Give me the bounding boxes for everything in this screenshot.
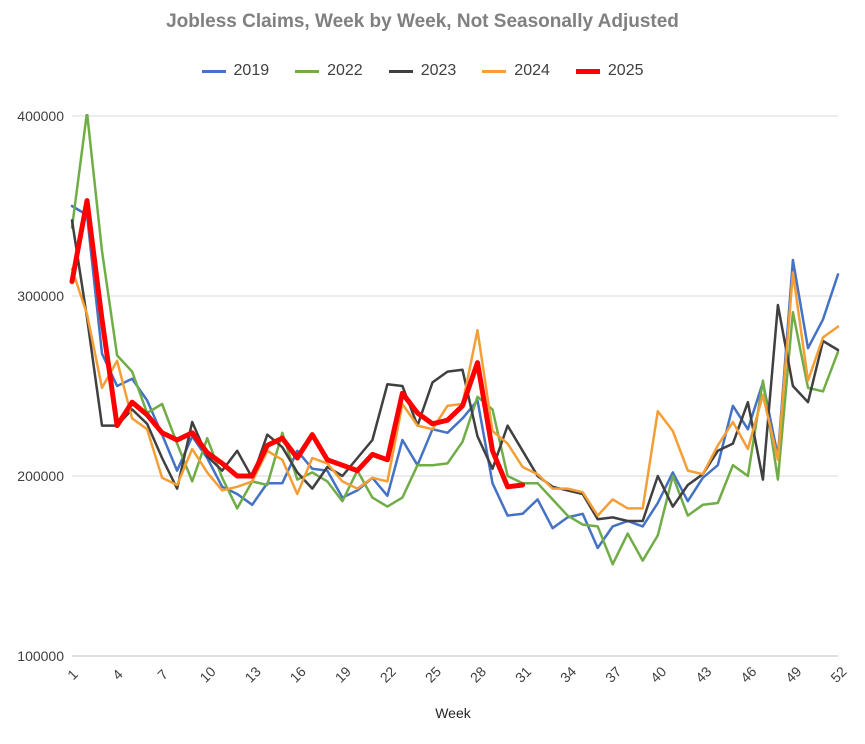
x-tick-label: 22 [377, 663, 399, 685]
x-tick-label: 37 [602, 663, 624, 685]
chart-title: Jobless Claims, Week by Week, Not Season… [166, 11, 679, 32]
x-tick-label: 1 [64, 666, 81, 683]
x-tick-label: 31 [512, 663, 534, 685]
legend-swatch [575, 68, 600, 74]
legend-item-2024: 2024 [482, 62, 550, 80]
legend-swatch [482, 69, 507, 73]
series-line-2019 [70, 204, 840, 550]
x-axis-title: Week [435, 705, 472, 721]
x-tick-label: 19 [332, 663, 354, 685]
legend-label: 2024 [514, 62, 550, 79]
series-line-2024 [70, 267, 840, 517]
x-tick-label: 43 [692, 663, 714, 685]
legend-swatch [295, 69, 320, 73]
legend-swatch [388, 69, 413, 73]
y-tick-label: 200000 [17, 468, 64, 484]
y-tick-label: 300000 [17, 288, 64, 304]
legend-item-2022: 2022 [295, 62, 363, 80]
legend-label: 2019 [233, 62, 270, 79]
y-tick-label: 400000 [17, 108, 64, 124]
legend-item-2019: 2019 [201, 62, 270, 80]
y-tick-label: 100000 [17, 648, 64, 664]
x-tick-label: 34 [557, 663, 579, 685]
x-tick-label: 25 [422, 663, 444, 685]
legend-label: 2023 [420, 62, 457, 79]
legend-swatch [201, 69, 226, 73]
x-tick-label: 4 [109, 666, 126, 683]
x-tick-label: 10 [196, 663, 218, 685]
x-tick-label: 52 [827, 663, 849, 685]
legend-item-2023: 2023 [388, 62, 457, 80]
legend-item-2025: 2025 [575, 62, 644, 80]
x-tick-label: 28 [467, 663, 489, 685]
x-tick-label: 40 [647, 663, 669, 685]
x-tick-label: 49 [782, 663, 804, 685]
x-tick-label: 46 [737, 663, 759, 685]
x-tick-label: 7 [154, 666, 171, 683]
legend-label: 2022 [327, 62, 363, 79]
x-tick-label: 13 [242, 663, 264, 685]
legend: 2019 2022 2023 2024 2025 [0, 62, 845, 80]
x-tick-label: 16 [287, 663, 309, 685]
legend-label: 2025 [607, 62, 644, 79]
series-line-2022 [70, 114, 840, 566]
series-line-2025 [69, 198, 526, 490]
